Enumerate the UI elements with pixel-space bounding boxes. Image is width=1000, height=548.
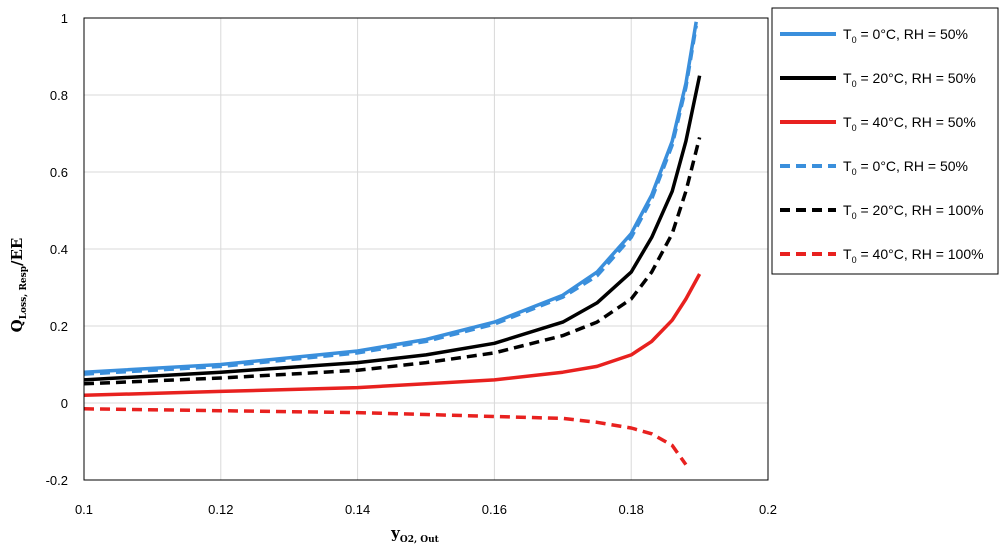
legend-label-2: T0 = 20°C, RH = 50% [843,70,976,89]
y-tick-label: 0.2 [50,319,68,334]
x-tick-label: 0.12 [208,502,233,517]
series-line-1 [83,21,698,374]
legend-label-3: T0 = 40°C, RH = 50% [843,114,976,133]
y-axis-title-suffix: /EE [8,238,26,266]
y-tick-label: 1 [61,11,68,26]
y-tick-label: -0.2 [46,473,68,488]
legend-label-1: T0 = 0°C, RH = 50% [843,26,968,45]
y-axis-title-main: Q [8,319,26,332]
series-line-5 [83,136,702,386]
x-tick-label: 0.2 [759,502,777,517]
legend-label-4: T0 = 0°C, RH = 50% [843,158,968,177]
x-tick-label: 0.14 [345,502,370,517]
legend-label-5: T0 = 20°C, RH = 100% [843,202,984,221]
y-tick-label: 0.8 [50,88,68,103]
series-layer [83,21,702,466]
x-axis-ticks: 0.1 0.12 0.14 0.16 0.18 0.2 [75,502,777,517]
y-tick-label: 0.4 [50,242,68,257]
x-axis-title-main: y [390,524,401,542]
series-line-2 [83,75,702,382]
x-tick-label: 0.16 [482,502,507,517]
y-axis-title: QLoss, Resp/EE [8,238,29,333]
y-tick-label: 0.6 [50,165,68,180]
y-tick-label: 0 [61,396,68,411]
y-axis-title-sub: Loss, Resp [19,266,29,319]
series-line-3 [83,273,702,398]
x-axis-title-sub: O2, Out [400,535,440,545]
x-tick-label: 0.18 [619,502,644,517]
plot-area-frame [83,17,769,481]
series-line-6 [83,407,688,466]
legend: T0 = 0°C, RH = 50% T0 = 20°C, RH = 50% T0 … [780,26,984,265]
y-axis-ticks: -0.2 0 0.2 0.4 0.6 0.8 1 [46,11,68,488]
series-line-4 [83,25,698,376]
legend-label-6: T0 = 40°C, RH = 100% [843,246,984,265]
x-tick-label: 0.1 [75,502,93,517]
legend-frame [771,7,999,275]
x-axis-title: yO2, Out [390,524,439,545]
